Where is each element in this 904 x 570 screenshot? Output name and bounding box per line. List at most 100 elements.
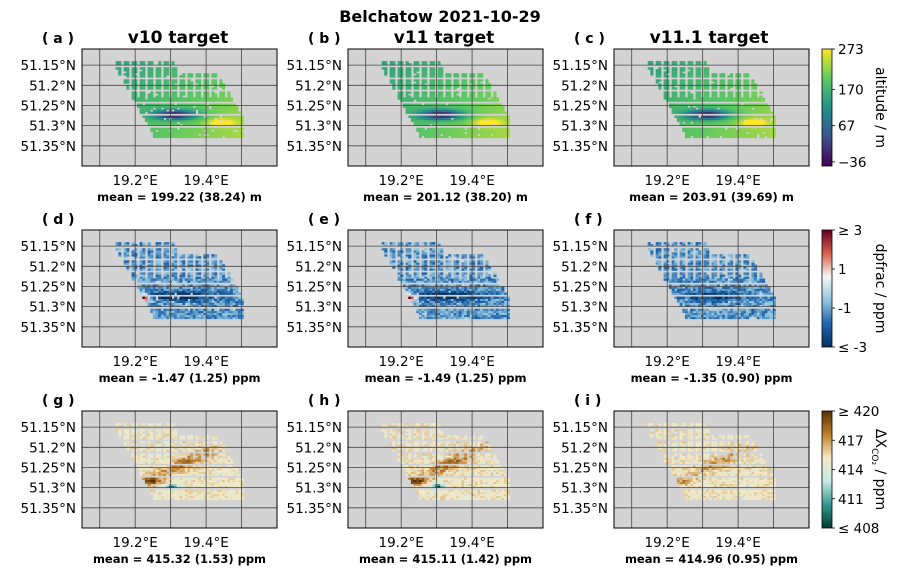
grid-cell bbox=[762, 105, 766, 108]
grid-cell bbox=[474, 115, 478, 118]
grid-cell bbox=[469, 274, 473, 277]
grid-cell bbox=[727, 83, 731, 86]
grid-cell bbox=[692, 314, 696, 318]
grid-cell bbox=[139, 280, 143, 283]
grid-cell bbox=[504, 129, 508, 133]
grid-cell bbox=[482, 312, 486, 316]
grid-cell bbox=[448, 131, 452, 135]
grid-cell bbox=[722, 93, 726, 96]
grid-cell bbox=[671, 97, 675, 100]
grid-cell bbox=[754, 83, 758, 86]
grid-cell bbox=[738, 302, 742, 305]
grid-cell bbox=[147, 248, 151, 251]
grid-cell bbox=[166, 308, 170, 312]
grid-cell bbox=[437, 244, 441, 247]
grid-cell bbox=[144, 107, 148, 110]
grid-cell bbox=[171, 268, 175, 271]
grid-cell bbox=[711, 135, 715, 139]
grid-cell bbox=[687, 67, 691, 70]
grid-cell bbox=[397, 242, 401, 245]
grid-cell bbox=[687, 95, 691, 98]
grid-cell bbox=[762, 123, 766, 126]
grid-cell bbox=[732, 97, 736, 100]
grid-cell bbox=[674, 115, 678, 118]
grid-cell bbox=[158, 119, 162, 122]
grid-cell bbox=[200, 103, 204, 106]
grid-cell bbox=[163, 310, 167, 314]
grid-cell bbox=[743, 87, 747, 90]
grid-cell bbox=[474, 121, 478, 124]
grid-cell bbox=[464, 292, 468, 295]
grid-cell bbox=[480, 268, 484, 271]
grid-cell bbox=[458, 109, 462, 112]
grid-cell bbox=[506, 121, 510, 124]
grid-cell bbox=[166, 274, 170, 277]
grid-cell bbox=[429, 87, 433, 90]
grid-cell bbox=[466, 314, 470, 318]
grid-cell bbox=[764, 115, 768, 118]
grid-cell bbox=[195, 286, 199, 289]
grid-cell bbox=[429, 111, 433, 114]
grid-cell bbox=[131, 276, 135, 279]
grid-cell bbox=[163, 75, 167, 78]
grid-cell bbox=[123, 260, 127, 263]
grid-cell bbox=[754, 109, 758, 112]
grid-cell bbox=[198, 75, 202, 78]
grid-cell bbox=[224, 97, 228, 100]
grid-cell bbox=[232, 115, 236, 118]
grid-cell bbox=[456, 272, 460, 275]
grid-cell bbox=[746, 109, 750, 112]
grid-cell bbox=[142, 248, 146, 251]
grid-cell bbox=[195, 284, 199, 287]
data-pixels bbox=[381, 61, 510, 139]
grid-cell bbox=[732, 133, 736, 137]
grid-cell bbox=[155, 256, 159, 259]
grid-cell bbox=[171, 248, 175, 251]
grid-cell bbox=[722, 107, 726, 110]
grid-cell bbox=[432, 111, 436, 114]
grid-cell bbox=[158, 107, 162, 110]
grid-cell bbox=[158, 276, 162, 279]
grid-cell bbox=[426, 109, 430, 112]
grid-cell bbox=[746, 83, 750, 86]
grid-cell bbox=[448, 129, 452, 133]
y-tick-label: 51.25°N bbox=[21, 98, 77, 114]
grid-cell bbox=[421, 121, 425, 124]
grid-cell bbox=[203, 109, 207, 112]
grid-cell bbox=[163, 248, 167, 251]
grid-cell bbox=[139, 254, 143, 257]
grid-cell bbox=[456, 73, 460, 76]
grid-cell bbox=[214, 75, 218, 78]
grid-cell bbox=[142, 109, 146, 112]
grid-cell bbox=[676, 111, 680, 114]
grid-cell bbox=[488, 274, 492, 277]
grid-cell bbox=[754, 115, 758, 118]
grid-cell bbox=[206, 256, 210, 259]
grid-cell bbox=[724, 121, 728, 124]
grid-cell bbox=[179, 288, 183, 291]
grid-cell bbox=[764, 127, 768, 131]
grid-cell bbox=[184, 119, 188, 122]
grid-cell bbox=[171, 242, 175, 245]
grid-cell bbox=[123, 61, 127, 64]
grid-cell bbox=[485, 129, 489, 133]
grid-cell bbox=[182, 266, 186, 269]
grid-cell bbox=[759, 109, 763, 112]
grid-cell bbox=[426, 310, 430, 314]
grid-cell bbox=[384, 71, 388, 74]
grid-cell bbox=[679, 302, 683, 305]
grid-cell bbox=[469, 79, 473, 82]
grid-cell bbox=[413, 280, 417, 283]
grid-cell bbox=[200, 298, 204, 301]
grid-cell bbox=[687, 300, 691, 303]
grid-cell bbox=[384, 63, 388, 66]
grid-cell bbox=[754, 105, 758, 108]
grid-cell bbox=[214, 111, 218, 114]
grid-cell bbox=[743, 300, 747, 303]
grid-cell bbox=[453, 79, 457, 82]
grid-cell bbox=[158, 117, 162, 120]
grid-cell bbox=[456, 260, 460, 263]
grid-cell bbox=[216, 310, 220, 314]
grid-cell bbox=[139, 290, 143, 293]
